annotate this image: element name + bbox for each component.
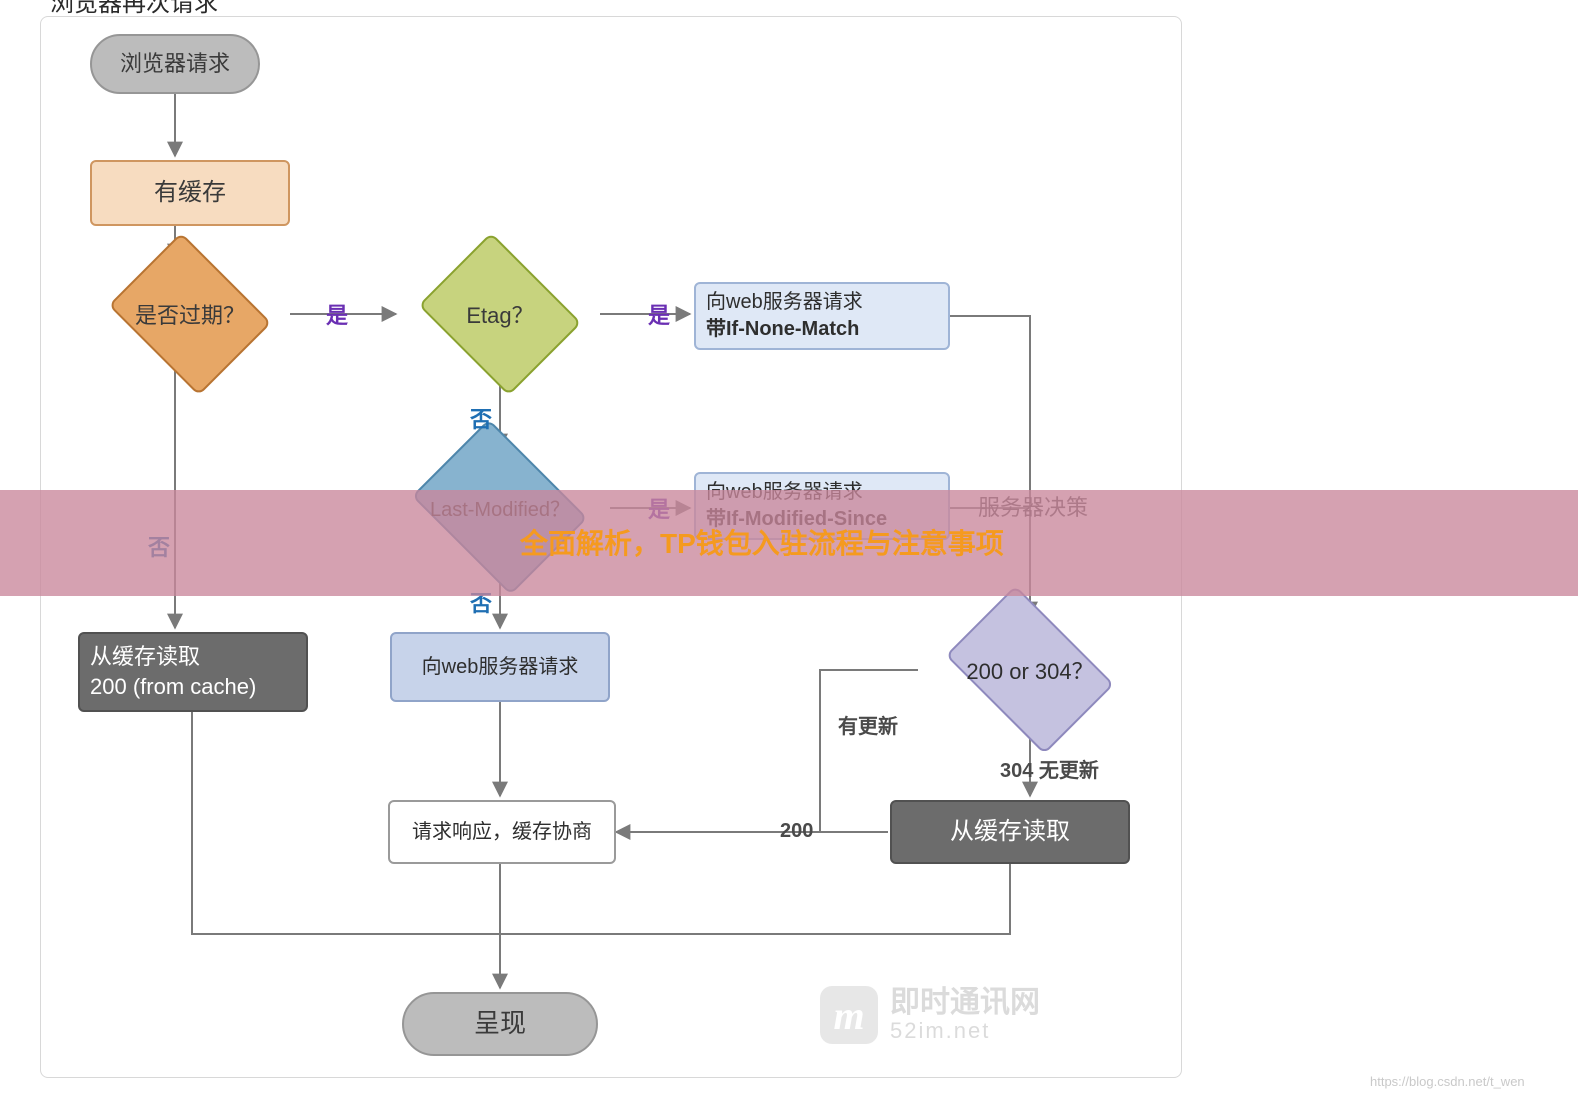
decision-etag: Etag？ bbox=[400, 262, 600, 366]
terminator-render: 呈现 bbox=[402, 992, 598, 1056]
decision-expired: 是否过期？ bbox=[90, 262, 290, 366]
edge-label-code200: 200 bbox=[780, 820, 813, 843]
footer-source-url: https://blog.csdn.net/t_wen bbox=[1370, 1074, 1525, 1089]
edge-label-etag_no: 否 bbox=[470, 402, 492, 434]
decision-label-expired: 是否过期？ bbox=[90, 262, 290, 366]
process-req_plain: 向web服务器请求 bbox=[390, 632, 610, 702]
diagram-canvas: 浏览器再次请求 浏览器请求有缓存是否过期？Etag？向web服务器请求带If-N… bbox=[0, 0, 1578, 1100]
watermark-line1: 即时通讯网 bbox=[890, 986, 1040, 1019]
process-req_ifnone: 向web服务器请求带If-None-Match bbox=[694, 282, 950, 350]
edge-label-exp_yes: 是 bbox=[326, 298, 348, 330]
edge-label-etag_yes: 是 bbox=[648, 298, 670, 330]
terminator-start: 浏览器请求 bbox=[90, 34, 260, 94]
watermark-logo: m 即时通讯网 52im.net bbox=[820, 986, 1040, 1044]
decision-dec_200_304: 200 or 304？ bbox=[920, 620, 1140, 720]
decision-label-dec_200_304: 200 or 304？ bbox=[920, 620, 1140, 720]
overlay-text: 全面解析，TP钱包入驻流程与注意事项 bbox=[520, 522, 1004, 562]
edge-label-has_update: 有更新 bbox=[838, 710, 898, 739]
process-read_cache2: 从缓存读取 bbox=[890, 800, 1130, 864]
process-neg_resp: 请求响应，缓存协商 bbox=[388, 800, 616, 864]
edge-label-no_update: 304 无更新 bbox=[1000, 754, 1099, 783]
process-from_cache: 从缓存读取200 (from cache) bbox=[78, 632, 308, 712]
decision-label-etag: Etag？ bbox=[400, 262, 600, 366]
watermark-m-icon: m bbox=[820, 986, 878, 1044]
watermark-line2: 52im.net bbox=[890, 1019, 1040, 1043]
process-has_cache: 有缓存 bbox=[90, 160, 290, 226]
